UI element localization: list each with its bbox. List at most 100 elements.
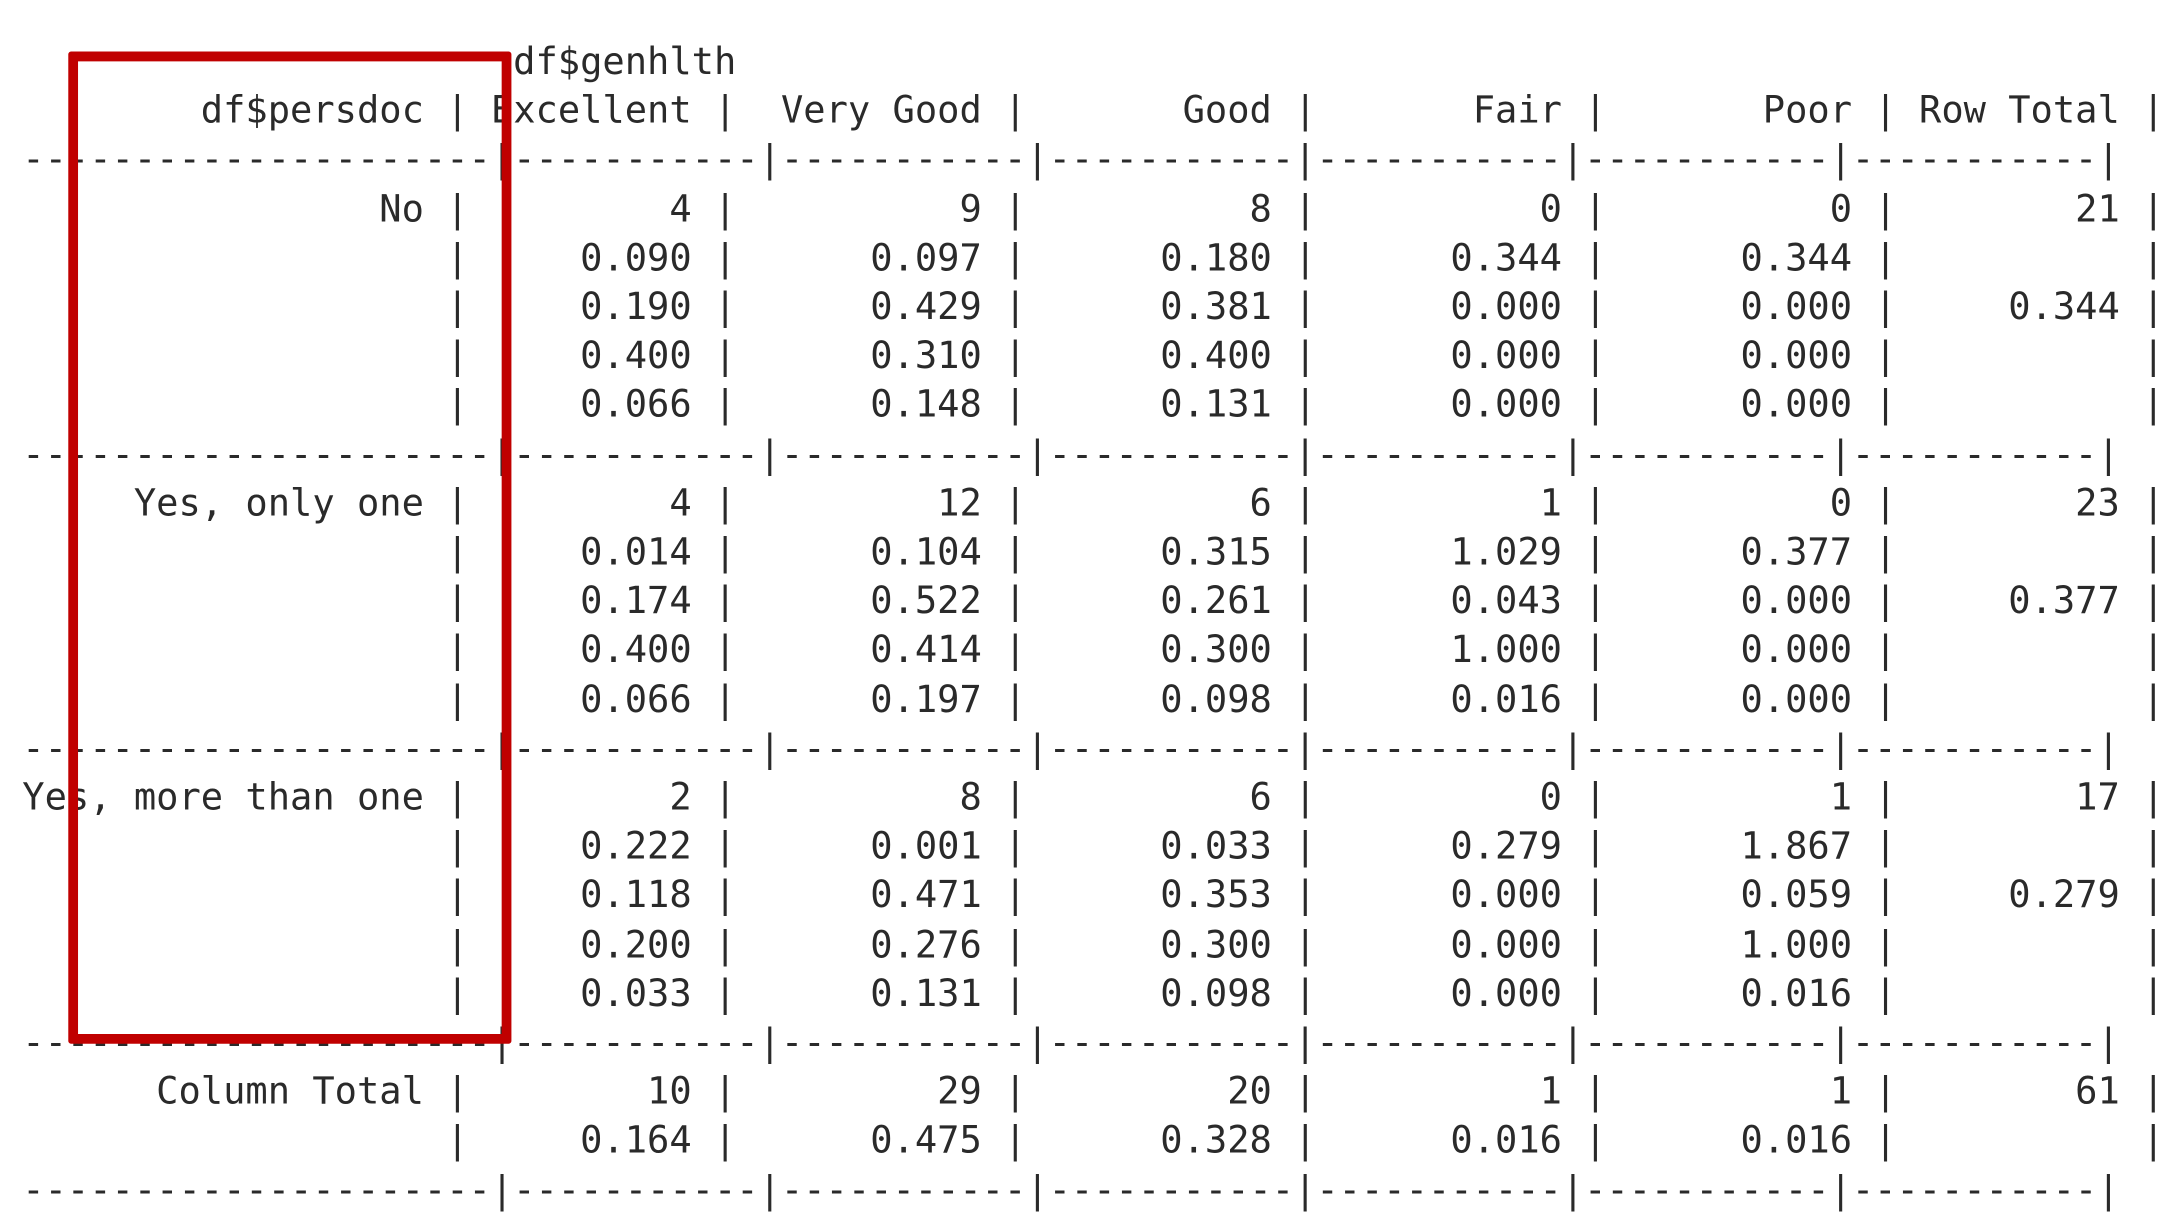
cell-value: 0.118 [490,874,692,918]
column-separator: | [691,923,759,967]
header-line: df$persdoc | Excellent | Very Good | Goo… [0,87,2160,136]
row-1-chisq-line: | 0.014 | 0.104 | 0.315 | 1.029 | 0.377 … [0,528,2160,577]
column-separator: | [1852,89,1920,133]
column-separator: | [691,89,759,133]
column-separator: | [981,187,1049,231]
column-separator: | [1271,89,1339,133]
column-separator: | [2120,776,2160,819]
row-label: No [0,187,424,231]
column-separator: | [1852,825,1920,869]
column-separator: | [1561,187,1629,231]
row-0-tot_prop-line: | 0.066 | 0.148 | 0.131 | 0.000 | 0.000 … [0,381,2160,430]
column-separator: | [423,629,491,673]
row-total-header: Row Total [1919,89,2120,133]
column-separator: | [691,383,759,427]
cell-value: 0.000 [1651,629,1853,673]
dashed-divider: ---------------------|-----------|------… [0,1021,2120,1065]
row-0-chisq-line: | 0.090 | 0.097 | 0.180 | 0.344 | 0.344 … [0,234,2160,283]
column-separator: | [1561,481,1629,526]
cell-value: 0 [1361,187,1562,231]
cell-value: 4 [490,481,692,526]
column-separator: | [2120,678,2160,721]
column-separator: | [691,825,759,869]
column-total-prop-line: | 0.164 | 0.475 | 0.328 | 0.016 | 0.016 … [0,1117,2160,1166]
cell-value: 0.261 [1071,579,1272,624]
column-separator: | [1561,825,1629,869]
column-total-line: Column Total | 10 | 29 | 20 | 1 | 1 | 61… [0,1068,2160,1117]
column-separator: | [691,1119,759,1163]
column-separator: | [1271,579,1339,624]
column-total-count: 20 [1071,1070,1272,1114]
column-separator: | [691,874,759,918]
column-separator: | [981,89,1049,133]
cell-value: 0.014 [490,530,692,575]
column-separator: | [2120,531,2160,574]
column-separator: | [981,678,1049,722]
column-header-2: Good [1071,89,1272,133]
cell-value: 0.381 [1071,285,1272,329]
column-total-count: 1 [1361,1070,1562,1114]
column-separator: | [423,285,491,329]
column-separator: | [1271,1119,1339,1163]
cell-value: 9 [780,187,982,231]
cell-value: 0.098 [1071,678,1272,722]
divider-line: ---------------------|-----------|------… [0,136,2160,185]
column-header-3: Fair [1361,89,1562,133]
column-separator: | [1271,383,1339,427]
row-variable-label: df$persdoc [0,89,424,133]
column-separator: | [2120,629,2160,672]
cell-value: 0 [1651,481,1853,526]
column-separator: | [981,972,1049,1016]
column-separator: | [1561,776,1629,820]
column-separator: | [1852,187,1920,231]
column-separator: | [1852,678,1920,722]
cell-value: 1.867 [1651,825,1853,869]
cell-value: 0.016 [1651,972,1853,1016]
row-1-col_prop-line: | 0.400 | 0.414 | 0.300 | 1.000 | 0.000 … [0,626,2160,675]
cell-value: 0.180 [1071,236,1272,280]
row-2-col_prop-line: | 0.200 | 0.276 | 0.300 | 0.000 | 1.000 … [0,921,2160,970]
column-separator: | [981,285,1049,329]
column-separator: | [981,383,1049,427]
cell-value: 0.429 [780,285,982,329]
cell-value: 0.300 [1071,629,1272,673]
cell-value: 8 [780,776,982,820]
column-separator: | [1852,1119,1920,1163]
column-separator: | [691,776,759,820]
dashed-divider: ---------------------|-----------|------… [0,138,2120,182]
column-separator: | [1852,874,1920,918]
column-separator: | [981,923,1049,967]
cell-value: 0.315 [1071,530,1272,575]
column-separator: | [691,481,759,526]
column-separator: | [981,579,1049,624]
column-separator: | [1271,187,1339,231]
column-header-1: Very Good [780,89,982,133]
column-separator: | [2120,825,2160,868]
row-label: Yes, only one [0,481,424,526]
cell-value: 0.033 [1071,825,1272,869]
column-separator: | [2120,89,2160,132]
cell-value: 0.174 [490,579,692,624]
cell-value: 0.400 [1071,334,1272,378]
cell-value: 0.471 [780,874,982,918]
column-separator: | [423,1070,491,1114]
cell-value: 4 [490,187,692,231]
cell-value: 0.090 [490,236,692,280]
cell-value: 0 [1651,187,1853,231]
cell-value: 0.066 [490,383,692,427]
column-separator: | [691,629,759,673]
column-separator: | [2120,874,2160,917]
column-separator: | [2120,335,2160,378]
column-separator: | [423,972,491,1016]
column-separator: | [2120,1070,2160,1113]
column-separator: | [1271,776,1339,820]
cell-value: 0.059 [1651,874,1853,918]
column-separator: | [423,530,491,575]
column-separator: | [1271,1070,1339,1114]
column-separator: | [1561,1119,1629,1163]
column-separator: | [1271,629,1339,673]
row-total-value: 23 [1919,481,2120,526]
cell-value: 0.522 [780,579,982,624]
column-separator: | [2120,384,2160,427]
